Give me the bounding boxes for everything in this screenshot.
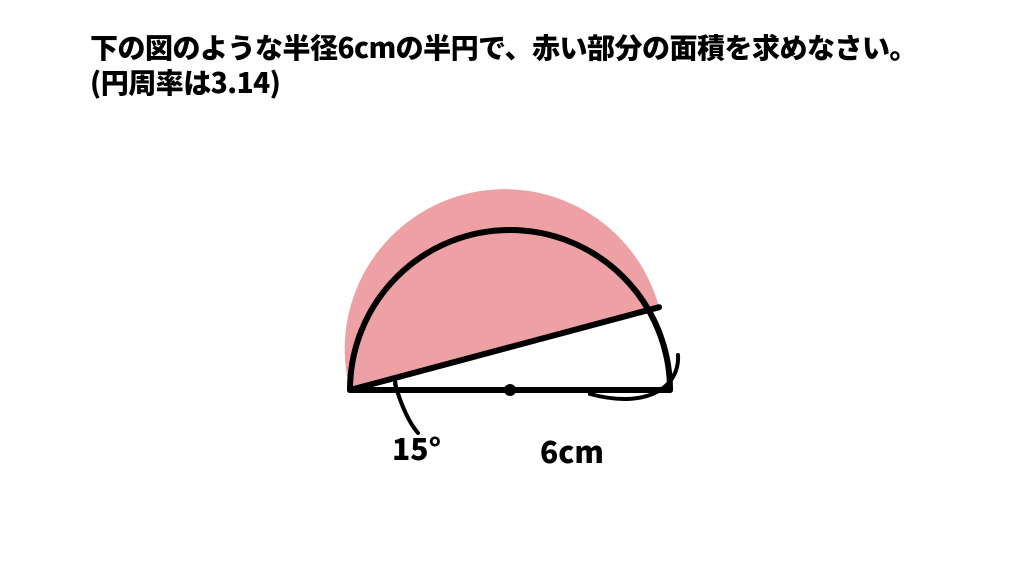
center-dot: [504, 384, 516, 396]
shaded-region: [345, 189, 659, 390]
semicircle-diagram: 15° 6cm: [260, 180, 760, 560]
angle-label: 15°: [392, 425, 441, 469]
geometry-svg: [260, 180, 760, 560]
problem-text: 下の図のような半径6cmの半円で、赤い部分の面積を求めなさい。(円周率は3.14…: [90, 30, 930, 100]
radius-label: 6cm: [540, 428, 604, 472]
